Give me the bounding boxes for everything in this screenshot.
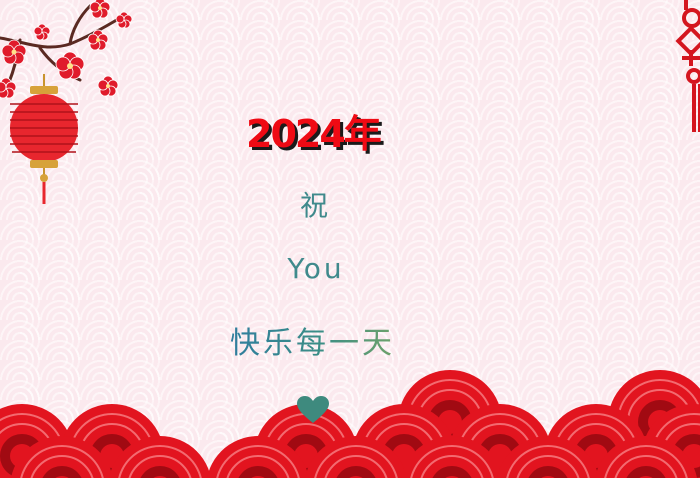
wave-pattern bbox=[0, 369, 700, 478]
plum-blossom-icon bbox=[0, 0, 133, 99]
year-title: 2024年 bbox=[246, 112, 382, 156]
heart-icon bbox=[297, 396, 329, 423]
lantern-icon bbox=[10, 74, 78, 204]
chinese-knot-icon bbox=[675, 0, 700, 132]
wish-line-2: You bbox=[287, 252, 345, 285]
wish-line-3: 快乐每一天 bbox=[230, 318, 395, 362]
wish-line-1: 祝 bbox=[299, 189, 328, 222]
